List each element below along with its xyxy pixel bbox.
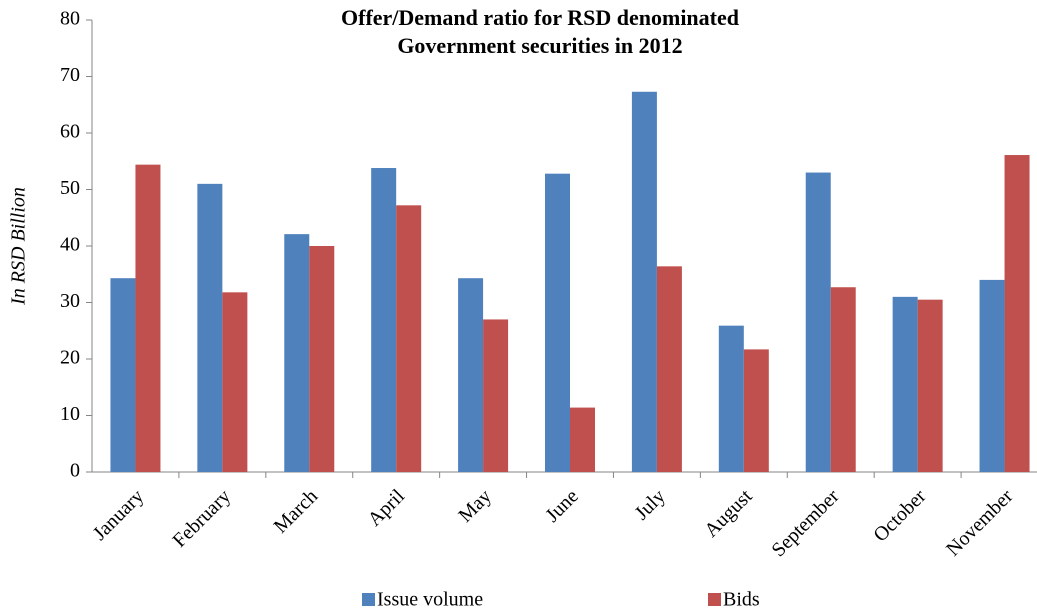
bar [396,205,422,472]
y-tick-label: 40 [60,234,80,256]
bar [570,407,595,472]
y-tick-label: 80 [60,8,80,30]
bar [545,173,570,472]
bar [805,172,831,473]
bar [656,266,682,472]
x-tick-label: February [169,485,236,552]
bar [371,168,397,472]
x-tick-label: April [364,485,410,531]
x-tick-label: July [631,485,670,524]
bar [1004,155,1030,472]
bar [135,164,161,472]
x-tick-label: September [767,485,843,561]
x-tick-label: June [541,485,583,527]
bar [743,349,769,472]
x-tick-label: November [942,485,1017,560]
y-tick-label: 20 [60,347,80,369]
bar [917,299,943,472]
bar [892,296,918,472]
y-tick-label: 0 [70,460,80,482]
x-tick-label: May [454,485,495,526]
bar [222,292,248,472]
bar [284,234,310,472]
legend-swatch [362,593,375,606]
y-tick-label: 30 [60,290,80,312]
x-tick-label: August [700,485,757,542]
bar [979,279,1005,472]
bar [110,278,136,472]
bar [830,287,856,472]
y-tick-label: 10 [60,403,80,425]
bar [631,91,657,472]
legend-swatch [708,593,721,606]
chart-title: Government securities in 2012 [397,33,682,58]
y-tick-label: 60 [60,121,80,143]
y-tick-label: 70 [60,64,80,86]
bar [483,319,509,472]
x-tick-label: January [89,485,149,545]
y-axis-label: In RSD Billion [8,187,30,306]
bar [309,246,335,472]
bar [458,278,484,472]
bar [718,325,744,472]
y-tick-label: 50 [60,177,80,199]
chart-title: Offer/Demand ratio for RSD denominated [341,5,739,30]
legend-label: Issue volume [377,589,483,611]
x-tick-label: October [869,485,930,546]
bar [197,183,223,472]
x-tick-label: March [270,485,322,537]
legend-label: Bids [723,589,760,611]
